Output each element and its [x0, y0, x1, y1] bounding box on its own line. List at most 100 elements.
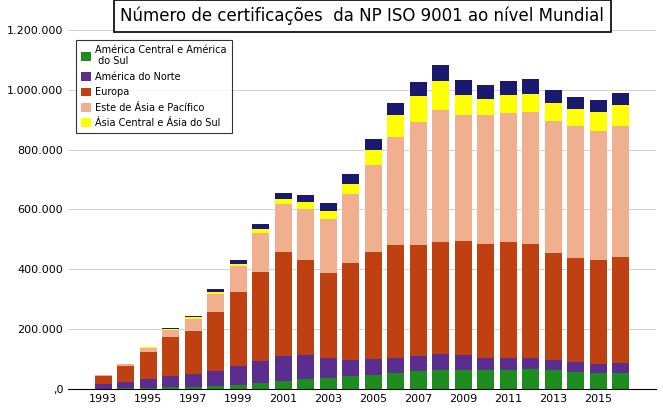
Bar: [253, 224, 269, 227]
Bar: [613, 126, 629, 256]
Bar: [275, 204, 292, 252]
Bar: [342, 179, 359, 184]
Bar: [387, 245, 404, 358]
Bar: [387, 358, 404, 373]
Bar: [185, 319, 202, 330]
Bar: [590, 101, 607, 107]
Bar: [500, 242, 517, 358]
Bar: [432, 74, 450, 81]
Bar: [320, 208, 337, 211]
Bar: [455, 370, 472, 389]
Bar: [253, 272, 269, 361]
Bar: [253, 233, 269, 272]
Bar: [613, 373, 629, 389]
Bar: [298, 260, 314, 355]
Bar: [320, 203, 337, 208]
Bar: [410, 245, 427, 356]
Bar: [455, 88, 472, 95]
Bar: [410, 90, 427, 96]
Bar: [230, 264, 247, 266]
Bar: [230, 260, 247, 262]
Bar: [613, 99, 629, 105]
Bar: [185, 387, 202, 389]
Bar: [590, 373, 607, 389]
Bar: [455, 115, 472, 241]
Bar: [275, 199, 292, 204]
Bar: [320, 358, 337, 378]
Bar: [432, 370, 450, 389]
Bar: [432, 110, 450, 242]
Bar: [522, 87, 539, 94]
Bar: [230, 266, 247, 292]
Bar: [230, 385, 247, 389]
Bar: [275, 381, 292, 389]
Bar: [432, 65, 450, 74]
Bar: [568, 109, 584, 126]
Bar: [545, 253, 562, 360]
Title: Número de certificações  da NP ISO 9001 ao nível Mundial: Número de certificações da NP ISO 9001 a…: [120, 7, 604, 25]
Bar: [387, 110, 404, 115]
Bar: [410, 122, 427, 245]
Bar: [230, 366, 247, 385]
Bar: [568, 372, 584, 389]
Bar: [275, 193, 292, 196]
Bar: [522, 79, 539, 87]
Bar: [365, 359, 382, 375]
Bar: [477, 115, 495, 244]
Bar: [185, 316, 202, 317]
Bar: [568, 103, 584, 109]
Bar: [365, 375, 382, 389]
Bar: [387, 373, 404, 389]
Bar: [117, 388, 135, 389]
Bar: [253, 361, 269, 383]
Bar: [95, 384, 112, 389]
Bar: [477, 99, 495, 115]
Bar: [253, 383, 269, 389]
Bar: [432, 81, 450, 110]
Bar: [410, 372, 427, 389]
Bar: [298, 379, 314, 389]
Bar: [320, 378, 337, 389]
Bar: [117, 366, 135, 382]
Bar: [432, 354, 450, 370]
Bar: [117, 382, 135, 388]
Bar: [162, 330, 179, 337]
Bar: [613, 105, 629, 126]
Bar: [208, 312, 224, 371]
Bar: [298, 199, 314, 202]
Bar: [208, 386, 224, 389]
Bar: [95, 375, 112, 376]
Bar: [590, 131, 607, 260]
Bar: [590, 107, 607, 112]
Bar: [500, 113, 517, 242]
Bar: [568, 126, 584, 258]
Bar: [275, 356, 292, 381]
Bar: [455, 355, 472, 370]
Bar: [613, 363, 629, 373]
Bar: [545, 103, 562, 121]
Bar: [342, 360, 359, 376]
Bar: [387, 103, 404, 110]
Bar: [410, 96, 427, 122]
Bar: [477, 370, 495, 389]
Bar: [230, 292, 247, 366]
Bar: [117, 364, 135, 366]
Bar: [275, 252, 292, 356]
Bar: [298, 202, 314, 209]
Bar: [298, 195, 314, 199]
Bar: [208, 294, 224, 312]
Bar: [545, 90, 562, 97]
Bar: [613, 256, 629, 363]
Bar: [208, 289, 224, 291]
Bar: [522, 244, 539, 358]
Bar: [477, 244, 495, 358]
Bar: [253, 227, 269, 229]
Bar: [162, 328, 179, 329]
Bar: [208, 291, 224, 292]
Bar: [185, 317, 202, 319]
Bar: [162, 387, 179, 389]
Bar: [208, 371, 224, 386]
Bar: [365, 139, 382, 145]
Bar: [140, 388, 156, 389]
Bar: [500, 81, 517, 89]
